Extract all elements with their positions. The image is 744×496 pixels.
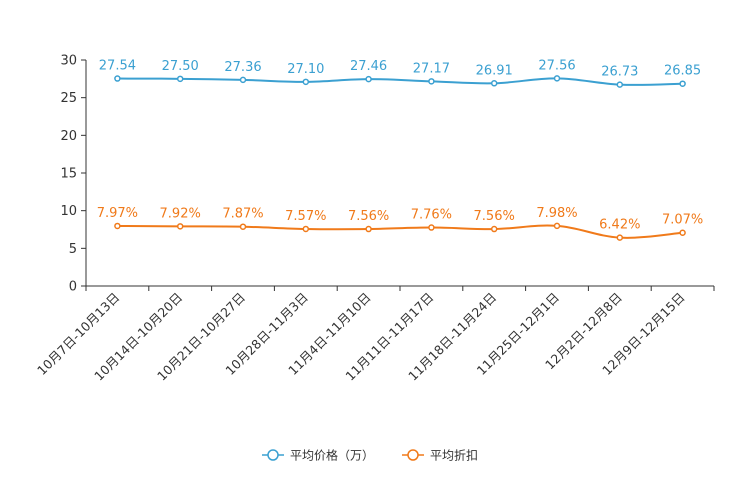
data-point[interactable] [302,225,310,233]
data-point[interactable] [114,222,121,230]
data-label: 27.36 [224,60,261,75]
y-tick-label: 25 [60,91,77,106]
y-tick-label: 10 [60,204,77,219]
data-point[interactable] [428,78,435,85]
data-label: 6.42% [599,218,640,233]
y-tick-label: 0 [69,280,77,295]
legend-item-1[interactable]: 平均价格（万） [262,448,374,463]
data-label: 26.91 [476,63,513,78]
data-label: 27.10 [287,62,324,77]
data-point[interactable] [490,80,498,87]
legend-marker-icon [267,449,279,461]
data-point[interactable] [553,75,561,82]
y-tick-label: 15 [60,167,77,182]
data-point[interactable] [428,224,435,231]
chart-legend[interactable]: 平均价格（万） 平均折扣 [262,448,478,463]
data-point[interactable] [114,75,121,82]
data-label: 27.50 [162,59,199,74]
series-line [117,224,683,239]
data-label: 26.73 [601,65,638,80]
legend-item-2[interactable]: 平均折扣 [402,448,478,463]
chart-series: 27.54 27.50 27.36 27.10 27.46 27.17 26.91 27.56… [97,58,703,241]
data-label: 7.98% [536,206,577,221]
data-label: 7.56% [474,209,515,224]
data-label: 27.56 [538,58,575,73]
series-line [117,77,683,86]
y-tick-label: 20 [60,129,77,144]
legend-label: 平均折扣 [430,448,478,463]
data-label: 7.56% [348,209,389,224]
data-label: 27.17 [413,61,450,76]
legend-marker-icon [407,449,419,461]
data-label: 7.87% [222,207,263,222]
data-point[interactable] [679,80,686,87]
legend-label: 平均价格（万） [290,448,374,463]
data-label: 27.54 [99,59,136,74]
data-point[interactable] [176,75,184,83]
data-point[interactable] [365,225,372,233]
data-point[interactable] [239,76,247,84]
series-2: 7.97% 7.92% 7.87% 7.57% 7.56% 7.76% 7.56% 7.98%… [97,206,703,241]
data-point[interactable] [679,229,686,236]
data-label: 27.46 [350,59,387,74]
data-point[interactable] [176,223,184,230]
data-label: 7.92% [160,206,201,221]
data-point[interactable] [239,223,247,230]
data-label: 7.07% [662,213,703,228]
data-point[interactable] [302,78,310,86]
data-label: 26.85 [664,64,701,79]
data-point[interactable] [365,75,372,83]
y-tick-label: 30 [60,54,77,69]
data-label: 7.97% [97,206,138,221]
y-tick-label: 5 [69,242,77,257]
data-point[interactable] [553,222,561,230]
series-1: 27.54 27.50 27.36 27.10 27.46 27.17 26.91 27.56… [99,58,701,88]
data-label: 7.76% [411,208,452,223]
data-label: 7.57% [285,209,326,224]
data-point[interactable] [616,234,624,241]
data-point[interactable] [490,225,498,233]
data-point[interactable] [616,81,624,88]
